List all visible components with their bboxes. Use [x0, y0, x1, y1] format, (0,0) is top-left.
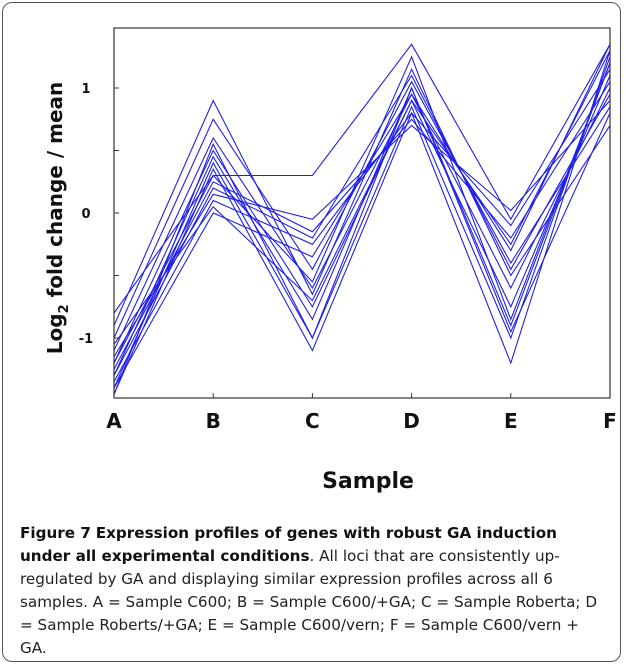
x-tick-label: F: [603, 409, 617, 433]
series-line-15: [113, 86, 611, 395]
series-line-11: [113, 69, 611, 383]
series-line-13: [113, 74, 611, 376]
x-tick-labels: A B C D E F: [106, 409, 617, 433]
y-tick-label: 0: [81, 207, 90, 222]
figure-label: Figure 7: [20, 524, 91, 542]
y-tick-labels: 1 0 -1: [79, 82, 93, 347]
figure-description: . All loci that are consistently up-regu…: [20, 547, 598, 657]
y-tick-label: 1: [81, 82, 90, 97]
figure-caption: Figure 7 Expression profiles of genes wi…: [20, 522, 608, 660]
line-chart: 1 0 -1 A B C D E F Sample Log2 fold change / me…: [43, 27, 617, 494]
x-tick-label: A: [106, 409, 122, 433]
series-line-12: [113, 44, 611, 389]
series-line-6: [113, 62, 611, 376]
x-axis-title: Sample: [322, 469, 414, 494]
axis-ticks: [113, 87, 611, 398]
series-lines: [113, 43, 611, 395]
series-line-16: [113, 50, 611, 345]
x-tick-label: B: [206, 409, 221, 433]
series-line-10: [113, 100, 611, 358]
figure-title: Expression profiles of genes with robust…: [20, 524, 557, 565]
y-axis-title: Log2 fold change / mean: [43, 82, 72, 354]
x-tick-label: D: [403, 409, 420, 433]
series-line-2: [113, 67, 611, 326]
series-line-14: [113, 55, 611, 364]
x-tick-label: E: [504, 409, 518, 433]
x-tick-label: C: [305, 409, 320, 433]
series-line-7: [113, 56, 611, 389]
series-line-1: [113, 43, 611, 314]
y-tick-label: -1: [79, 332, 93, 347]
series-line-4: [113, 87, 611, 351]
